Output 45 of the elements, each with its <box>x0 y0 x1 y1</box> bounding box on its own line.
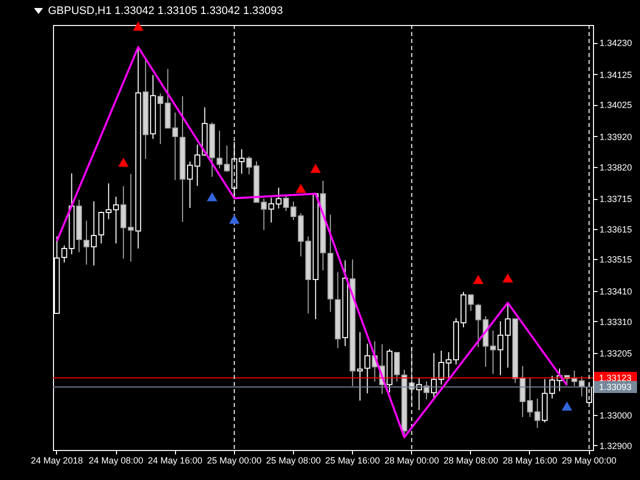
x-tick-label: 24 May 2018 <box>30 456 83 466</box>
ref-line-label: 1.33123 <box>599 372 632 383</box>
chart-title: GBPUSD,H1 1.33042 1.33105 1.33042 1.33093 <box>48 5 283 17</box>
y-tick-label: 1.33820 <box>600 162 632 172</box>
point <box>562 402 572 411</box>
point <box>206 192 218 202</box>
y-tick-label: 1.33310 <box>600 316 632 327</box>
line-series <box>56 46 568 438</box>
y-tick-label: 1.33205 <box>600 348 632 359</box>
candlestick <box>84 220 90 266</box>
y-tick-label: 1.34230 <box>600 38 632 48</box>
candlestick <box>90 200 97 266</box>
candlestick <box>578 376 585 397</box>
ref-line-label: 1.33093 <box>599 382 632 392</box>
y-tick-label: 1.33000 <box>600 410 632 421</box>
y-tick-label: 1.33410 <box>600 286 632 296</box>
point <box>132 22 144 31</box>
x-tick-label: 29 May 00:00 <box>562 456 616 466</box>
candlestick <box>357 332 363 402</box>
candlestick <box>172 112 178 181</box>
x-tick-label: 25 May 08:00 <box>266 456 321 466</box>
point <box>502 273 514 282</box>
x-tick-label: 25 May 16:00 <box>325 456 380 466</box>
y-tick-label: 1.33615 <box>600 224 632 234</box>
point <box>118 158 129 167</box>
x-tick-label: 28 May 00:00 <box>384 456 439 466</box>
x-tick-label: 24 May 16:00 <box>148 456 202 466</box>
y-tick-label: 1.34025 <box>600 100 632 110</box>
y-tick-label: 1.33515 <box>600 254 632 265</box>
x-tick-label: 25 May 00:00 <box>207 456 262 466</box>
y-tick-label: 1.33715 <box>600 194 632 204</box>
candlestick <box>468 294 474 312</box>
point <box>310 164 321 173</box>
candlestick <box>364 343 370 394</box>
x-tick-label: 24 May 08:00 <box>88 456 144 466</box>
point <box>296 184 306 193</box>
y-tick-label: 1.33920 <box>600 132 632 142</box>
y-tick-label: 1.32900 <box>600 440 632 451</box>
y-tick-label: 1.34125 <box>600 70 632 80</box>
candlestick <box>238 148 245 174</box>
point <box>229 214 240 224</box>
x-tick-label: 28 May 08:00 <box>444 456 498 466</box>
x-tick-label: 28 May 16:00 <box>502 456 558 466</box>
point <box>472 274 484 284</box>
candlestick <box>424 381 430 400</box>
